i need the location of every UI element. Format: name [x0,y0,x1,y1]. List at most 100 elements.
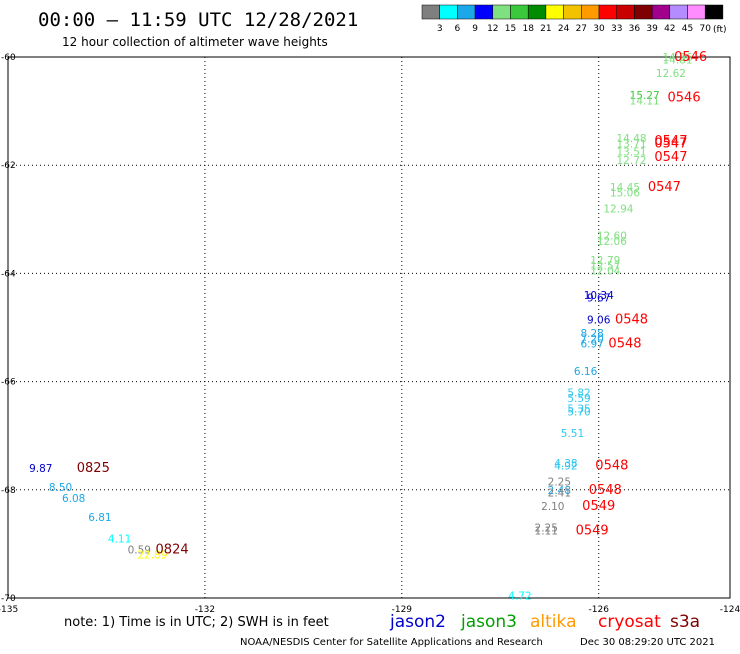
colorbar-tick: 18 [522,24,534,34]
colorbar-tick: 3 [437,24,443,34]
colorbar-swatch [439,4,458,20]
swh-value-label: 9.06 [587,314,611,326]
swh-value-label: 2.41 [548,488,571,500]
time-label: 0548 [615,312,648,327]
swh-value-label: 12.72 [617,155,647,167]
time-label: 0549 [582,499,615,514]
swh-value-label: 9.87 [29,463,52,475]
swh-value-label: 12.79 [590,255,620,267]
colorbar-swatch [457,4,476,20]
colorbar-swatch [669,4,688,20]
swh-value-label: 4.38 [554,458,577,470]
swh-value-label: 13.51 [617,147,647,159]
swh-value-label: 0.59 [128,544,151,556]
swh-value-label: 5.70 [567,406,590,418]
legend-jason3: jason3 [460,612,517,632]
colorbar-swatch [598,4,617,20]
swh-value-label: 4.11 [108,533,131,545]
swh-value-label: 12.60 [597,231,627,243]
colorbar-swatch [634,4,653,20]
swh-value-label: 5.82 [567,387,590,399]
colorbar-tick: 21 [540,24,551,34]
colorbar-swatch [545,4,564,20]
x-tick-label: -126 [589,605,610,615]
x-tick-label: -129 [392,605,413,615]
time-label: 0547 [648,180,681,195]
swh-value-label: 12.04 [590,266,620,278]
time-label: 0546 [674,50,707,65]
swh-value-label: 2.10 [541,501,564,513]
swh-value-label: 14.11 [630,95,660,107]
colorbar-tick: 12 [487,24,498,34]
time-label: 0548 [595,458,628,473]
colorbar-tick: 9 [472,24,478,34]
legend-altika: altika [530,612,577,632]
y-tick-label: -60 [1,53,16,63]
time-label: 0548 [589,483,622,498]
time-label: 0547 [654,134,687,149]
footer-credit: NOAA/NESDIS Center for Satellite Applica… [240,637,543,648]
colorbar-tick: 15 [505,24,516,34]
swh-value-label: 4.92 [554,460,577,472]
footer-timestamp: Dec 30 08:29:20 UTC 2021 [580,637,715,648]
colorbar-tick: 24 [558,24,570,34]
swh-value-label: 8.50 [49,482,72,494]
colorbar-tick: 42 [664,24,675,34]
colorbar-swatch [616,4,635,20]
y-tick-label: -70 [1,594,16,604]
swh-value-label: 6.97 [580,339,603,351]
swh-value-label: 14.81 [662,55,692,67]
chart-title: 00:00 — 11:59 UTC 12/28/2021 [38,9,358,31]
swh-value-label: 4.72 [508,590,531,602]
time-label: 0547 [654,150,687,165]
legend: jason2 jason3 altika cryosat s3a [389,612,700,632]
colorbar-tick: 39 [646,24,658,34]
colorbar-tick: 36 [629,24,641,34]
colorbar-swatch [563,4,582,20]
swh-value-label: 13.71 [617,139,647,151]
colorbar-swatch [651,4,671,20]
swh-value-label: 5.35 [567,404,590,416]
time-label: 0549 [576,523,609,538]
legend-jason2: jason2 [389,612,446,632]
swh-value-label: 12.06 [597,236,627,248]
swh-value-label: 15.27 [630,90,660,102]
time-label: 0546 [668,91,701,106]
colorbar-tick: 6 [455,24,461,34]
colorbar-swatch [581,4,600,20]
swh-value-label: 22.89 [137,550,167,562]
x-tick-label: -135 [0,605,18,615]
colorbar-swatch [510,4,529,20]
x-tick-label: -124 [720,605,740,615]
colorbar-swatch [421,4,440,20]
x-tick-label: -132 [195,605,215,615]
swh-value-label: 2.48 [548,485,571,497]
colorbar-tick: 27 [576,24,587,34]
swh-value-label: 14.36 [662,52,692,64]
colorbar-tick: 33 [611,24,622,34]
swh-value-label: 15.06 [610,187,640,199]
legend-cryosat: cryosat [598,612,661,632]
swh-value-label: 5.51 [561,428,584,440]
colorbar-swatch [704,4,724,20]
colorbar-tick: 30 [593,24,605,34]
time-label: 0548 [608,337,641,352]
swh-value-label: 5.59 [567,393,590,405]
footer-note: note: 1) Time is in UTC; 2) SWH is in fe… [64,615,329,630]
time-label: 0824 [156,542,189,557]
y-tick-label: -66 [1,378,16,388]
y-tick-label: -68 [1,486,16,496]
plot-axes: -135-132-129-126-123-124-60-62-64-66-68-… [0,53,740,615]
swh-value-label: 12.57 [590,260,620,272]
swh-value-label: 6.08 [62,493,85,505]
colorbar-unit: (ft) [713,25,727,35]
swh-value-label: 2.25 [535,523,558,535]
swh-value-label: 8.28 [580,328,603,340]
swh-value-label: 6.81 [88,512,111,524]
colorbar-swatch [474,4,494,20]
chart-subtitle: 12 hour collection of altimeter wave hei… [62,35,328,49]
legend-s3a: s3a [670,612,700,632]
colorbar-tick: 70 [699,24,711,34]
